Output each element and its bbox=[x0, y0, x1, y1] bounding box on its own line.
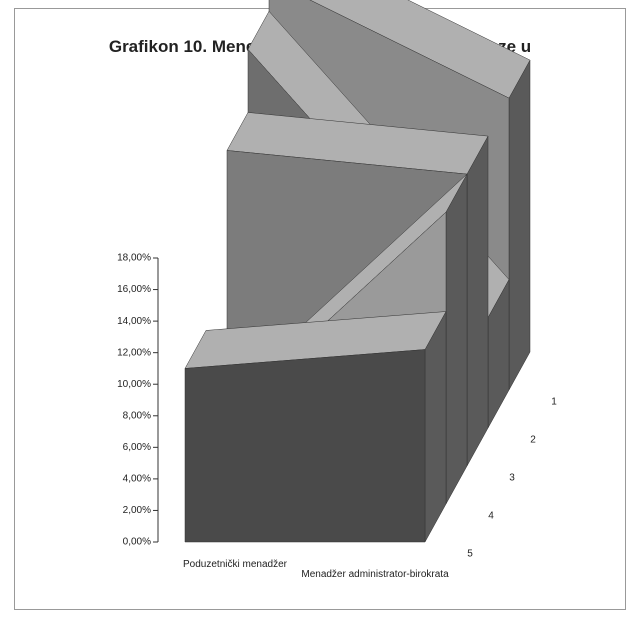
y-tick-label: 2,00% bbox=[123, 505, 151, 516]
y-tick-label: 4,00% bbox=[123, 474, 151, 485]
y-tick-label: 18,00% bbox=[117, 253, 151, 264]
area-side bbox=[508, 59, 531, 391]
area-side bbox=[424, 311, 447, 543]
y-tick-label: 10,00% bbox=[117, 379, 151, 390]
area-side bbox=[466, 135, 489, 467]
y-tick-label: 14,00% bbox=[117, 316, 151, 327]
x-tick-label: Poduzetnički menadžer bbox=[183, 559, 287, 570]
x-tick-label: Menadžer administrator-birokrata bbox=[301, 569, 449, 580]
depth-label: 5 bbox=[467, 549, 473, 560]
y-tick-label: 6,00% bbox=[123, 442, 151, 453]
y-tick-label: 16,00% bbox=[117, 284, 151, 295]
area-face bbox=[184, 349, 426, 543]
depth-label: 1 bbox=[551, 397, 557, 408]
y-tick-label: 12,00% bbox=[117, 347, 151, 358]
depth-label: 2 bbox=[530, 435, 536, 446]
y-tick-label: 0,00% bbox=[123, 537, 151, 548]
depth-label: 4 bbox=[488, 511, 494, 522]
y-tick-label: 8,00% bbox=[123, 410, 151, 421]
area-side bbox=[445, 173, 468, 505]
depth-label: 3 bbox=[509, 473, 515, 484]
